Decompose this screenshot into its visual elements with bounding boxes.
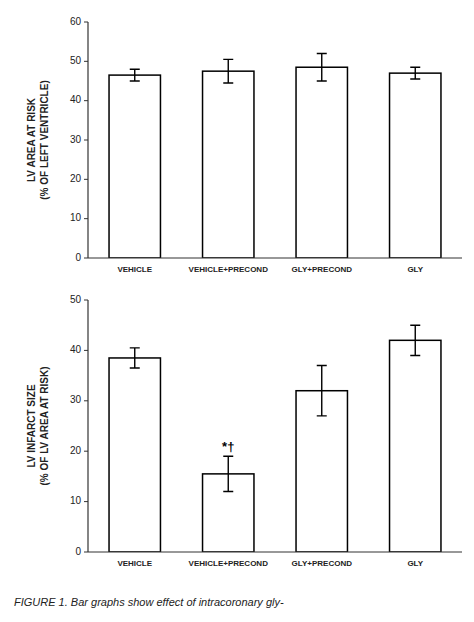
bar-chart: 0 10 20 30 40 50 VEHICLE VEHICLE+PRECOND GLY+PRE… <box>14 294 462 608</box>
x-tick-label: VEHICLE <box>117 265 152 274</box>
error-bar <box>130 348 140 368</box>
x-tick-label: GLY+PRECOND <box>292 559 353 568</box>
bar <box>296 67 347 258</box>
y-axis <box>87 22 88 258</box>
error-bar <box>223 456 233 491</box>
x-tick-label: GLY+PRECOND <box>292 265 353 274</box>
x-tick-label: GLY <box>407 559 423 568</box>
y-axis-label-line: LV INFARCT SIZE <box>26 384 37 467</box>
error-bar <box>317 366 327 416</box>
bar <box>203 71 254 258</box>
error-bar <box>410 67 420 79</box>
y-axis-label: LV AREA AT RISK(% OF LEFT VENTRICLE) <box>26 80 50 199</box>
bar <box>390 340 441 552</box>
y-tick-label: 40 <box>70 344 82 355</box>
bars <box>109 325 441 552</box>
y-tick-label: 10 <box>70 212 82 223</box>
y-tick-label: 20 <box>70 173 82 184</box>
bars <box>109 53 441 258</box>
y-axis-label-line: (% OF LV AREA AT RISK) <box>39 366 50 485</box>
y-axis-label-line: LV AREA AT RISK <box>26 97 37 182</box>
x-axis <box>88 551 462 552</box>
x-tick-label: VEHICLE+PRECOND <box>189 559 269 568</box>
y-tick-label: 30 <box>70 134 82 145</box>
error-bar <box>410 325 420 355</box>
y-axis-label-line: (% OF LEFT VENTRICLE) <box>39 80 50 199</box>
annotation: *† <box>222 439 234 454</box>
y-tick-label: 40 <box>70 94 82 105</box>
y-tick-label: 20 <box>70 445 82 456</box>
x-axis <box>88 257 462 258</box>
error-bar <box>317 53 327 81</box>
y-tick-label: 50 <box>70 55 82 66</box>
y-tick-label: 0 <box>75 546 81 557</box>
caption: FIGURE 1. Bar graphs show effect of intr… <box>14 596 284 608</box>
x-tick-label: GLY <box>407 265 423 274</box>
bar-chart: 0 10 20 30 40 50 60 VEHICLE VEHICLE+PRECOND GLY+P… <box>26 16 462 274</box>
y-tick-label: 60 <box>70 16 82 27</box>
y-axis <box>87 300 88 552</box>
y-tick-label: 10 <box>70 495 82 506</box>
y-tick-label: 0 <box>75 252 81 263</box>
y-tick-label: 30 <box>70 394 82 405</box>
x-tick-label: VEHICLE+PRECOND <box>189 265 269 274</box>
x-tick-label: VEHICLE <box>117 559 152 568</box>
error-bar <box>223 59 233 83</box>
error-bar <box>130 69 140 81</box>
y-tick-label: 50 <box>70 294 82 305</box>
bar <box>109 75 160 258</box>
bar <box>390 73 441 258</box>
y-axis-label: LV INFARCT SIZE(% OF LV AREA AT RISK) <box>26 366 50 485</box>
chart-root: 0 10 20 30 40 50 60 VEHICLE VEHICLE+PRECOND GLY+P… <box>0 0 474 622</box>
bar <box>109 358 160 552</box>
